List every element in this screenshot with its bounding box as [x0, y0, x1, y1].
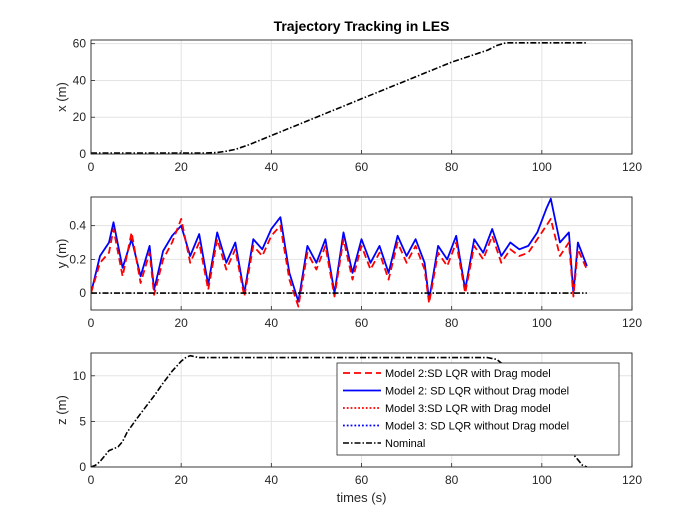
axes-box	[90, 39, 633, 155]
x-tick-label: 40	[265, 473, 279, 487]
y-tick-label: 0	[79, 460, 86, 474]
x-tick-label: 0	[88, 160, 95, 174]
y-axis-label: z (m)	[54, 395, 69, 425]
x-tick-label: 60	[355, 473, 369, 487]
x-tick-label: 100	[532, 473, 552, 487]
series-line	[91, 218, 588, 308]
y-tick-label: 10	[73, 369, 87, 383]
x-tick-label: 120	[622, 473, 642, 487]
x-tick-label: 120	[622, 316, 642, 330]
x-axis-label: times (s)	[337, 490, 387, 505]
axes-box	[90, 196, 633, 311]
y-tick-label: 0.2	[69, 252, 86, 266]
legend-label: Model 3:SD LQR with Drag model	[385, 403, 551, 415]
x-tick-label: 0	[88, 316, 95, 330]
x-tick-label: 120	[622, 160, 642, 174]
y-tick-label: 40	[73, 73, 87, 87]
x-tick-label: 20	[174, 473, 188, 487]
y-tick-label: 0	[79, 286, 86, 300]
x-tick-label: 20	[174, 160, 188, 174]
y-tick-label: 0.4	[69, 219, 86, 233]
legend-label: Nominal	[385, 438, 425, 450]
x-tick-label: 60	[355, 316, 369, 330]
x-tick-label: 80	[445, 316, 459, 330]
series-line	[91, 42, 587, 154]
x-tick-label: 60	[355, 160, 369, 174]
x-tick-label: 40	[265, 316, 279, 330]
y-tick-label: 60	[73, 37, 87, 51]
x-tick-label: 0	[88, 473, 95, 487]
x-tick-label: 20	[174, 316, 188, 330]
y-tick-label: 0	[79, 147, 86, 161]
legend-label: Model 2: SD LQR without Drag model	[385, 386, 569, 398]
y-tick-label: 20	[73, 110, 87, 124]
legend: Model 2:SD LQR with Drag model Model 2: S…	[336, 362, 620, 456]
axes-box	[90, 352, 633, 468]
x-tick-label: 80	[445, 473, 459, 487]
legend-label: Model 2:SD LQR with Drag model	[385, 368, 551, 380]
y-tick-label: 5	[79, 414, 86, 428]
subplot-1: 0 20 40 60 80 100 120 0 20 40 60 Trajectory Trackin…	[54, 18, 642, 174]
x-tick-label: 100	[532, 316, 552, 330]
chart-title: Trajectory Tracking in LES	[274, 18, 450, 34]
legend-box	[336, 362, 620, 456]
y-axis-label: y (m)	[54, 239, 69, 269]
series-line	[91, 197, 588, 303]
x-tick-label: 100	[532, 160, 552, 174]
legend-label: Model 3: SD LQR without Drag model	[385, 421, 569, 433]
x-tick-label: 40	[265, 160, 279, 174]
x-tick-label: 80	[445, 160, 459, 174]
y-axis-label: x (m)	[54, 82, 69, 112]
subplot-2: 0 20 40 60 80 100 120 0 0.2 0.4y (m)	[54, 196, 642, 330]
